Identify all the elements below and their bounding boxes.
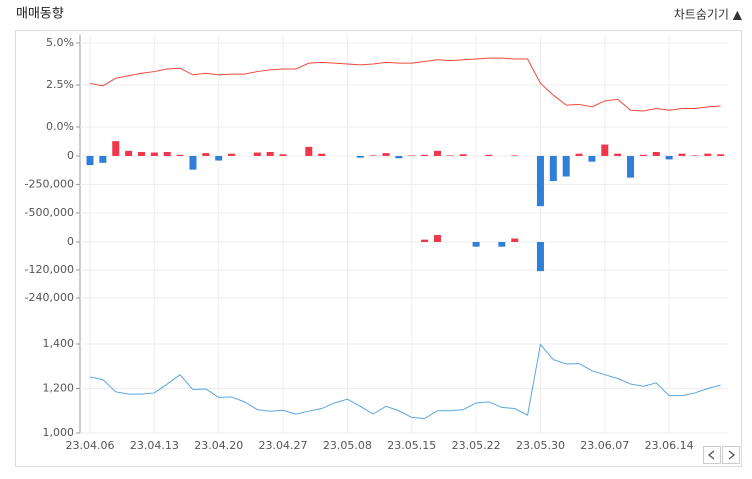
bar [318, 153, 326, 156]
bar [408, 155, 416, 156]
y-tick-label: 0 [67, 235, 74, 248]
bar [253, 152, 261, 156]
bar [601, 144, 609, 156]
bar [717, 154, 725, 156]
bar [395, 155, 403, 159]
toggle-chart[interactable]: 차트숨기기 ▲ [674, 8, 743, 22]
bar [163, 151, 171, 156]
bar [176, 154, 184, 156]
x-tick-label: 23.05.08 [323, 439, 372, 452]
y-tick-label: -250,000 [25, 177, 74, 190]
x-tick-label: 23.05.22 [452, 439, 501, 452]
x-tick-label: 23.06.14 [645, 439, 694, 452]
prev-icon [707, 450, 715, 460]
y-tick-label: 0 [67, 149, 74, 162]
bar [112, 141, 120, 156]
bar [433, 150, 441, 156]
bar [652, 151, 660, 156]
x-tick-label: 23.06.07 [580, 439, 629, 452]
bar [562, 155, 570, 177]
y-tick-label: -240,000 [25, 291, 74, 304]
bar [446, 155, 454, 156]
bar [549, 155, 557, 182]
bar [99, 155, 107, 163]
bar [382, 153, 390, 156]
bar [305, 146, 313, 156]
bar [125, 150, 133, 156]
bar [678, 153, 686, 156]
bar [511, 238, 519, 242]
prev-button[interactable] [703, 446, 721, 464]
widget-title: 매매동향 [16, 7, 64, 22]
bar [627, 155, 635, 178]
x-tick-label: 23.04.06 [66, 439, 115, 452]
bar [498, 241, 506, 247]
x-tick-label: 23.05.30 [516, 439, 565, 452]
bar [459, 154, 467, 156]
bar [202, 153, 210, 156]
bar [421, 154, 429, 156]
next-box[interactable] [722, 446, 740, 464]
y-tick-label: 5.0% [46, 36, 74, 49]
x-tick-label: 23.04.13 [130, 439, 179, 452]
bar [189, 155, 197, 170]
bar [433, 234, 441, 242]
prev-box[interactable] [703, 446, 721, 464]
x-tick-label: 23.04.27 [259, 439, 308, 452]
bar [279, 154, 287, 156]
price-line [89, 57, 721, 112]
bar [266, 151, 274, 156]
bar [536, 155, 544, 207]
bar [228, 153, 236, 156]
bar [575, 153, 583, 156]
bar [536, 241, 544, 272]
y-tick-label: -500,000 [25, 206, 74, 219]
bar [356, 155, 364, 158]
y-tick-label: 1,400 [43, 337, 75, 350]
next-button[interactable] [722, 446, 740, 464]
bar [691, 155, 699, 156]
x-tick-label: 23.04.20 [194, 439, 243, 452]
bar [665, 155, 673, 160]
bar [704, 153, 712, 156]
next-icon [728, 450, 736, 460]
x-tick-label: 23.05.15 [387, 439, 436, 452]
price-line [89, 343, 721, 420]
bar [614, 153, 622, 156]
y-tick-label: -120,000 [25, 263, 74, 276]
bar [137, 151, 145, 156]
bar [472, 241, 480, 247]
bar [369, 155, 377, 156]
bar [215, 155, 223, 161]
chart-frame [15, 30, 742, 467]
y-tick-label: 2.5% [46, 78, 74, 91]
y-tick-label: 1,200 [43, 382, 75, 395]
bar [86, 155, 94, 166]
bar [511, 155, 519, 156]
y-tick-label: 0.0% [46, 120, 74, 133]
bar [421, 239, 429, 242]
bar [485, 154, 493, 156]
bar [588, 155, 596, 162]
bar [150, 152, 158, 156]
bar [639, 154, 647, 156]
y-tick-label: 1,000 [43, 426, 75, 439]
